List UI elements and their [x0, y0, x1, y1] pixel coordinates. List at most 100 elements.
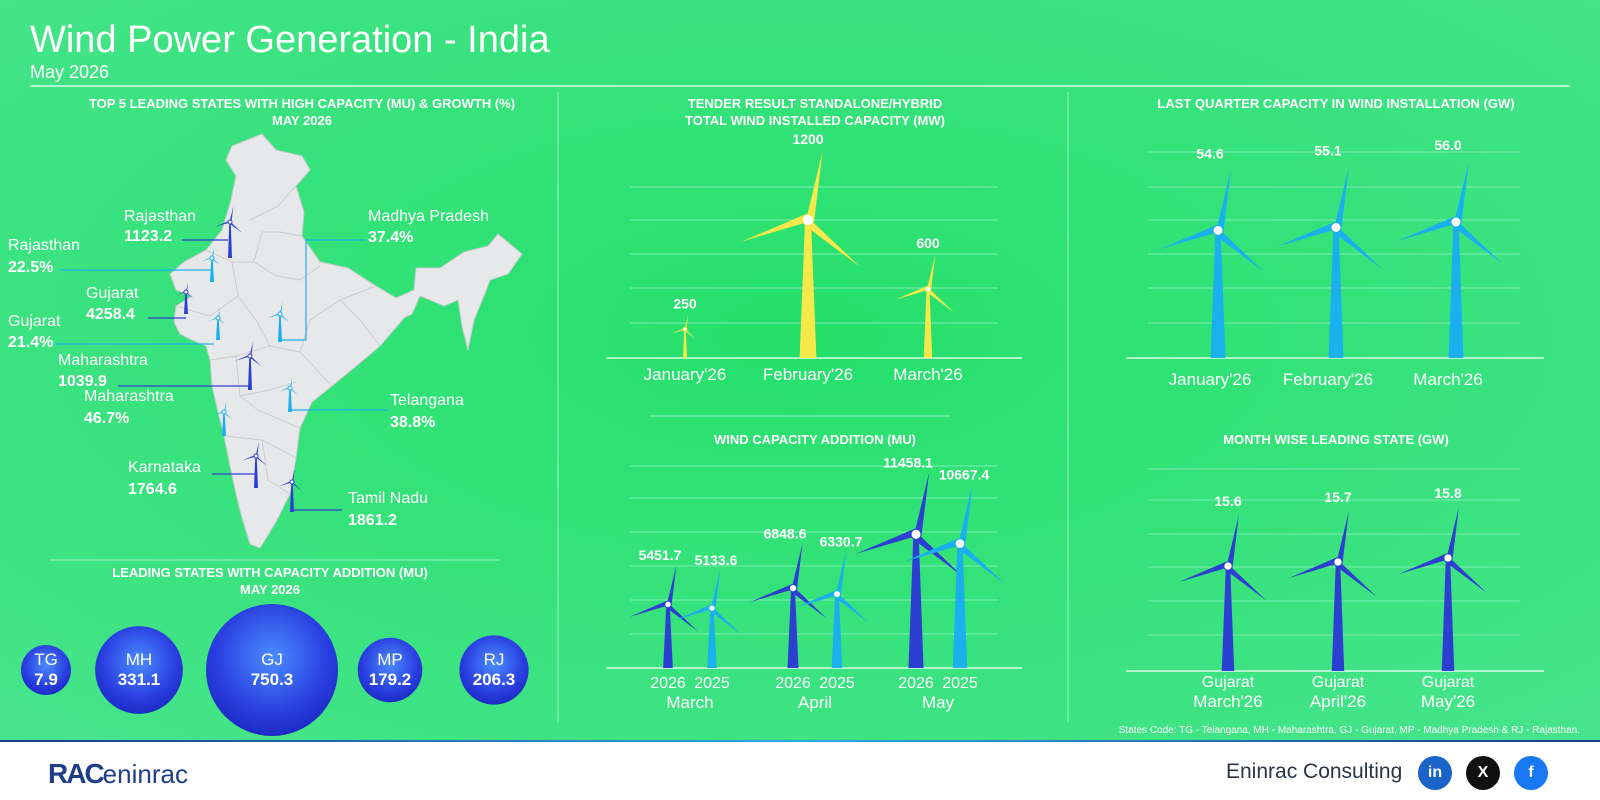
label-maharashtra-growth-name: Maharashtra — [84, 388, 174, 405]
addition-turbine-2-0 — [856, 472, 963, 668]
state-borders — [175, 185, 381, 495]
linkedin-icon[interactable]: in — [1418, 756, 1452, 790]
footnote: States Code: TG - Telangana, MH - Mahara… — [1119, 725, 1580, 736]
map-turbine-icon-4 — [268, 301, 290, 342]
bubble-value-1: 331.1 — [118, 670, 161, 689]
quarter-value-label-0: 54.6 — [1196, 145, 1223, 161]
addition-series-label-2-0: 2026 — [898, 675, 934, 692]
addition-series-label-1-1: 2025 — [819, 675, 855, 692]
map-turbine-icon-3 — [208, 308, 226, 340]
quarter-value-label-2: 56.0 — [1434, 137, 1461, 153]
addition-turbine-2-1 — [902, 484, 1005, 668]
label-madhya-pradesh-name: Madhya Pradesh — [368, 208, 489, 225]
bubble-code-1: MH — [126, 650, 152, 669]
addition-category-label-0: March — [666, 693, 713, 712]
quarter-turbine-0 — [1159, 169, 1265, 358]
addition-value-label-2-1: 10667.4 — [939, 467, 990, 483]
leading-turbine-2 — [1398, 507, 1487, 671]
label-tamil-nadu-name: Tamil Nadu — [348, 490, 428, 507]
leading-turbine-0 — [1178, 515, 1267, 671]
addition-value-label-0-0: 5451.7 — [639, 547, 682, 563]
leading-state-label-0: Gujarat — [1202, 674, 1255, 691]
brand-name: Eninrac Consulting — [1226, 760, 1403, 783]
map-turbine-icon-0 — [214, 206, 243, 258]
tender-chart-subtitle: TOTAL WIND INSTALLED CAPACITY (MW) — [685, 113, 945, 128]
leading-value-label-1: 15.7 — [1324, 489, 1351, 505]
bubble-mp — [357, 637, 423, 703]
bubble-code-4: RJ — [484, 650, 505, 669]
map-turbine-icon-2 — [176, 282, 194, 314]
quarter-category-label-2: March'26 — [1413, 370, 1482, 389]
map-connectors — [56, 239, 388, 511]
tender-category-label-2: March'26 — [893, 365, 962, 384]
page-subtitle: May 2026 — [30, 62, 109, 82]
bubble-code-2: GJ — [261, 650, 283, 669]
leading-category-label-0: March'26 — [1193, 692, 1262, 711]
label-maharashtra-growth-value: 46.7% — [84, 410, 129, 427]
label-rajasthan-growth-name: Rajasthan — [8, 237, 80, 254]
map-turbine-icon-6 — [279, 377, 299, 412]
map-turbine-icon-5 — [235, 341, 262, 390]
label-karnataka-value: 1764.6 — [128, 481, 177, 498]
bubble-tg — [21, 645, 71, 695]
addition-series-label-2-1: 2025 — [942, 675, 978, 692]
bubble-value-2: 750.3 — [251, 670, 294, 689]
leading-value-label-0: 15.6 — [1214, 493, 1241, 509]
label-karnataka-name: Karnataka — [128, 459, 201, 476]
quarter-turbine-1 — [1277, 166, 1383, 358]
label-gujarat-growth-name: Gujarat — [8, 313, 61, 330]
map-turbine-icon-1 — [201, 247, 221, 282]
addition-value-label-2-0: 11458.1 — [883, 454, 933, 470]
month-leading-chart: 15.6GujaratMarch'2615.7GujaratApril'2615… — [1126, 468, 1544, 711]
bubble-chart-title: LEADING STATES WITH CAPACITY ADDITION (M… — [112, 565, 428, 580]
label-gujarat-capacity-value: 4258.4 — [86, 306, 135, 323]
label-madhya-pradesh-value: 37.4% — [368, 229, 413, 246]
bubble-gj — [206, 604, 338, 736]
capacity-addition-title: WIND CAPACITY ADDITION (MU) — [714, 432, 916, 447]
map-turbine-icon-8 — [242, 441, 267, 488]
label-gujarat-capacity-name: Gujarat — [86, 285, 139, 302]
capacity-addition-chart: 5451.720265133.62025March6848.620266330.… — [606, 454, 1022, 712]
leading-turbine-1 — [1288, 511, 1377, 671]
map-turbines — [176, 206, 303, 512]
addition-series-label-0-0: 2026 — [650, 675, 686, 692]
tender-chart-title: TENDER RESULT STANDALONE/HYBRID — [688, 96, 942, 111]
logo-text: eninrac — [102, 758, 188, 789]
x-icon[interactable]: X — [1466, 756, 1500, 790]
bubble-value-0: 7.9 — [34, 670, 58, 689]
last-quarter-chart: 54.6 January'26 55.1 February'26 56.0 March'2… — [1126, 137, 1544, 389]
month-leading-title: MONTH WISE LEADING STATE (GW) — [1223, 432, 1449, 447]
addition-turbine-0-1 — [674, 569, 742, 668]
leading-category-label-2: May'26 — [1421, 692, 1475, 711]
india-map — [169, 133, 523, 549]
quarter-value-label-1: 55.1 — [1314, 142, 1341, 158]
eninrac-logo: RAC eninrac — [48, 756, 188, 792]
addition-value-label-0-1: 5133.6 — [695, 552, 738, 568]
map-panel-title: TOP 5 LEADING STATES WITH HIGH CAPACITY … — [89, 96, 515, 111]
bubble-value-3: 179.2 — [369, 670, 412, 689]
leading-value-label-2: 15.8 — [1434, 485, 1461, 501]
tender-turbine-1 — [741, 151, 861, 358]
tender-chart: 250 January'26 1200 February'26 600 March'26 — [606, 131, 1022, 384]
page-title: Wind Power Generation - India — [30, 19, 550, 61]
quarter-turbine-2 — [1397, 161, 1503, 358]
bubble-value-4: 206.3 — [473, 670, 516, 689]
bubble-rj — [459, 635, 529, 705]
label-rajasthan-capacity-value: 1123.2 — [124, 228, 172, 245]
facebook-icon[interactable]: f — [1514, 756, 1548, 790]
map-turbine-icon-9 — [279, 468, 303, 512]
label-gujarat-growth-value: 21.4% — [8, 334, 53, 351]
leading-category-label-1: April'26 — [1310, 692, 1366, 711]
tender-value-label-2: 600 — [916, 235, 940, 251]
tender-category-label-0: January'26 — [644, 365, 727, 384]
linkedin-glyph: in — [1427, 764, 1443, 781]
x-glyph: X — [1477, 764, 1489, 781]
quarter-category-label-0: January'26 — [1169, 370, 1252, 389]
label-rajasthan-growth-value: 22.5% — [8, 259, 53, 276]
addition-value-label-1-1: 6330.7 — [820, 533, 863, 549]
tender-value-label-1: 1200 — [792, 131, 823, 147]
bubble-code-0: TG — [34, 650, 58, 669]
footer: RAC eninrac Eninrac Consulting in X f — [0, 742, 1600, 800]
